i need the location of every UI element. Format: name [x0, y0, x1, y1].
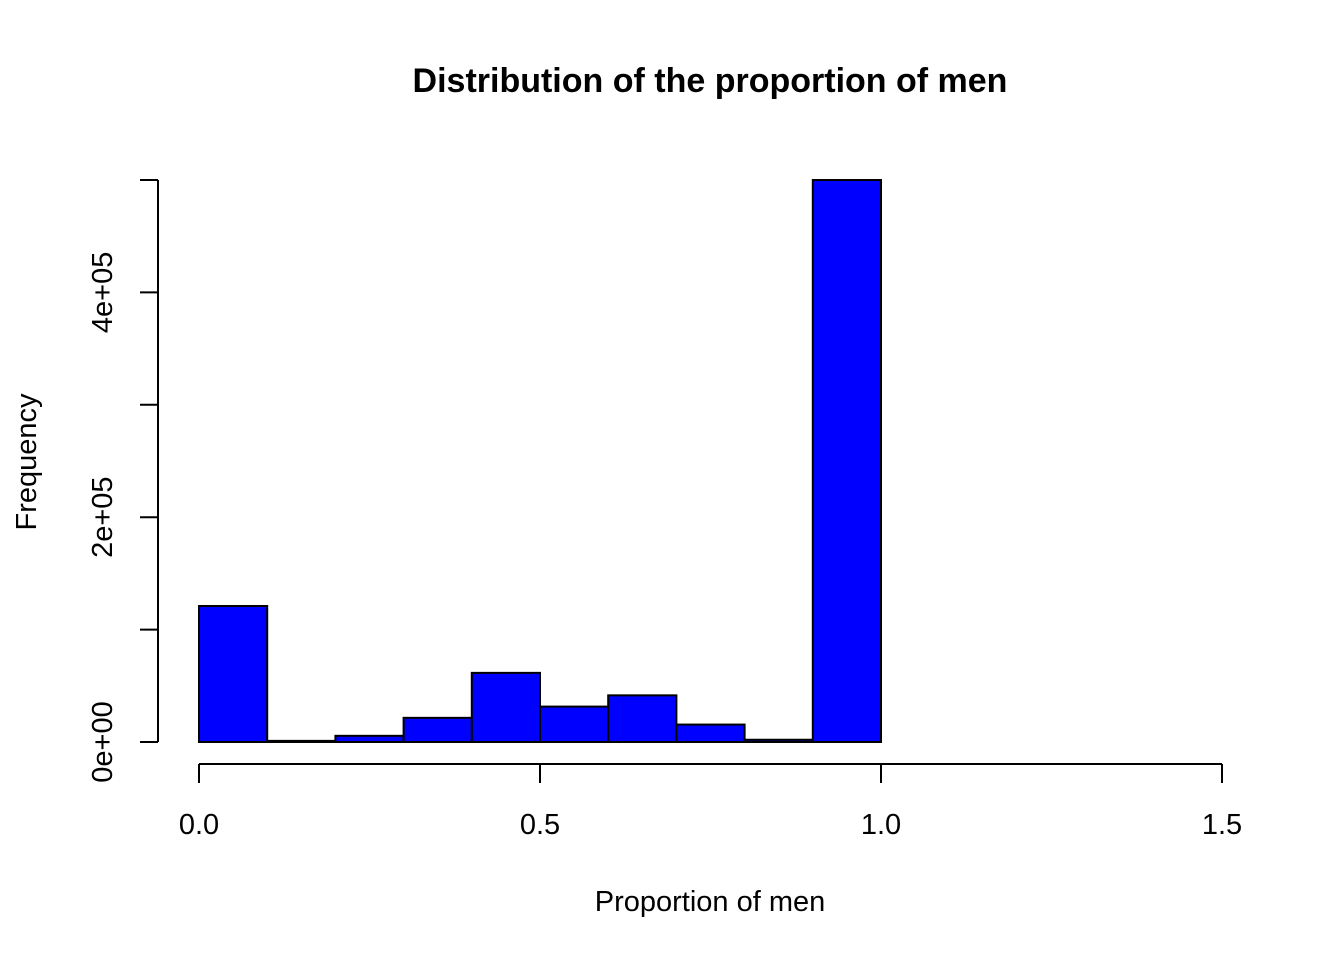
y-axis: 0e+00 2e+05 4e+05	[87, 179, 159, 783]
x-tick-label: 0.0	[179, 809, 219, 841]
bars-group	[198, 179, 882, 744]
histogram-bar	[675, 723, 746, 744]
histogram-bar	[402, 716, 473, 743]
histogram-bar	[607, 694, 678, 744]
histogram-bar	[266, 739, 337, 743]
x-tick-label: 1.0	[861, 809, 901, 841]
histogram-bar	[198, 604, 269, 743]
x-axis-label: Proportion of men	[595, 886, 826, 918]
y-axis-label: Frequency	[11, 393, 43, 531]
histogram-bar	[811, 179, 882, 743]
x-tick-label: 0.5	[520, 809, 560, 841]
histogram-bar	[334, 734, 405, 743]
y-tick-label: 2e+05	[87, 476, 119, 557]
x-axis: 0.0 0.5 1.0 1.5	[179, 763, 1242, 841]
x-tick-label: 1.5	[1202, 809, 1242, 841]
histogram-bar	[539, 705, 610, 743]
chart-title: Distribution of the proportion of men	[413, 62, 1008, 100]
histogram-bar	[743, 738, 814, 744]
y-tick-label: 4e+05	[87, 252, 119, 333]
y-tick-label: 0e+00	[87, 701, 119, 782]
histogram-bar	[470, 671, 541, 744]
